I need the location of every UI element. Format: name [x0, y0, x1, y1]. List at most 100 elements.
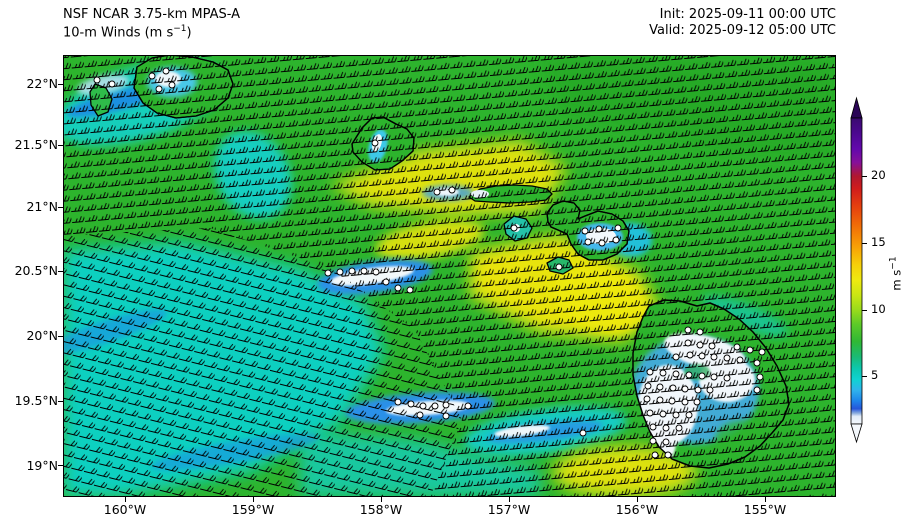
- lat-tick-mark: [58, 84, 63, 85]
- plot-subtitle-superscript: −1: [173, 24, 187, 34]
- calm-wind-circle: [581, 227, 589, 235]
- calm-wind-circle: [108, 80, 116, 88]
- calm-wind-circle: [708, 342, 716, 350]
- calm-wind-circle: [746, 346, 754, 354]
- lat-tick-label: 21.5°N: [14, 137, 58, 152]
- calm-wind-circle: [681, 398, 689, 406]
- calm-wind-circle: [442, 401, 450, 409]
- calm-wind-circle: [685, 411, 693, 419]
- lat-tick-label: 21°N: [26, 199, 58, 214]
- calm-wind-circle: [579, 429, 587, 437]
- lat-tick-mark: [58, 271, 63, 272]
- lon-tick-label: 157°W: [487, 502, 531, 517]
- calm-wind-circle: [419, 402, 427, 410]
- calm-wind-circle: [710, 373, 718, 381]
- calm-circles-layer: [93, 67, 766, 459]
- calm-wind-circle: [706, 386, 714, 394]
- calm-wind-circle: [416, 411, 424, 419]
- colorbar-over-arrow: [850, 96, 863, 119]
- lon-tick-label: 159°W: [231, 502, 275, 517]
- lat-tick-mark: [58, 465, 63, 466]
- colorbar-under-arrow: [850, 423, 863, 444]
- lon-tick-mark: [381, 497, 382, 502]
- calm-wind-circle: [662, 424, 670, 432]
- calm-wind-circle: [431, 402, 439, 410]
- calm-wind-circle: [598, 239, 606, 247]
- lon-tick-label: 155°W: [743, 502, 787, 517]
- calm-wind-circle: [669, 384, 677, 392]
- colorbar-gradient: [850, 117, 863, 425]
- calm-wind-circle: [681, 385, 689, 393]
- calm-wind-circle: [448, 186, 456, 194]
- colorbar-unit-label: m s−1: [889, 252, 904, 296]
- calm-wind-circle: [510, 224, 518, 232]
- calm-wind-circle: [162, 67, 170, 75]
- lat-tick-mark: [58, 145, 63, 146]
- calm-wind-circle: [646, 368, 654, 376]
- calm-wind-circle: [612, 236, 620, 244]
- calm-wind-circle: [672, 353, 680, 361]
- lon-tick-label: 156°W: [615, 502, 659, 517]
- lat-tick-mark: [58, 401, 63, 402]
- calm-wind-circle: [644, 382, 652, 390]
- wind-map: [63, 55, 836, 497]
- colorbar-tick-label: 15: [871, 235, 886, 249]
- calm-wind-circle: [651, 451, 659, 459]
- calm-wind-circle: [348, 267, 356, 275]
- calm-wind-circle: [464, 402, 472, 410]
- colorbar-tick-label: 10: [871, 302, 886, 316]
- calm-wind-circle: [382, 278, 390, 286]
- lon-tick-mark: [765, 497, 766, 502]
- calm-wind-circle: [685, 371, 693, 379]
- lon-tick-label: 160°W: [103, 502, 147, 517]
- lon-tick-mark: [125, 497, 126, 502]
- calm-wind-circle: [698, 372, 706, 380]
- calm-wind-circle: [643, 395, 651, 403]
- calm-wind-circle: [723, 354, 731, 362]
- calm-wind-circle: [753, 359, 761, 367]
- calm-wind-circle: [442, 412, 450, 420]
- plot-subtitle: 10-m Winds (m s−1): [63, 24, 192, 40]
- calm-wind-circle: [93, 76, 101, 84]
- calm-wind-circle: [371, 139, 379, 147]
- calm-wind-circle: [595, 225, 603, 233]
- lat-tick-label: 19.5°N: [14, 393, 58, 408]
- calm-wind-circle: [614, 224, 622, 232]
- calm-wind-circle: [698, 352, 706, 360]
- valid-time: Valid: 2025-09-12 05:00 UTC: [649, 23, 836, 38]
- calm-wind-circle: [394, 284, 402, 292]
- plot-subtitle-close: ): [186, 25, 192, 41]
- calm-wind-circle: [656, 383, 664, 391]
- calm-wind-circle: [753, 386, 761, 394]
- calm-wind-circle: [406, 286, 414, 294]
- calm-wind-circle: [649, 423, 657, 431]
- calm-wind-circle: [394, 398, 402, 406]
- calm-wind-circle: [664, 451, 672, 459]
- calm-wind-circle: [662, 438, 670, 446]
- lon-tick-label: 158°W: [359, 502, 403, 517]
- calm-wind-circle: [659, 369, 667, 377]
- colorbar-tick-mark: [862, 243, 867, 244]
- calm-wind-circle: [758, 348, 766, 356]
- plot-subtitle-text: 10-m Winds (m s: [63, 25, 174, 41]
- plot-title: NSF NCAR 3.75-km MPAS-A: [63, 7, 241, 22]
- map-border: [63, 55, 836, 497]
- calm-wind-circle: [696, 328, 704, 336]
- calm-wind-circle: [686, 351, 694, 359]
- calm-wind-circle: [733, 343, 741, 351]
- calm-wind-circle: [360, 267, 368, 275]
- calm-wind-circle: [656, 396, 664, 404]
- colorbar-tick-mark: [862, 310, 867, 311]
- colorbar-tick-mark: [862, 176, 867, 177]
- calm-wind-circle: [672, 411, 680, 419]
- calm-wind-circle: [372, 268, 380, 276]
- calm-wind-circle: [324, 269, 332, 277]
- lat-tick-label: 22°N: [26, 76, 58, 91]
- colorbar-unit-superscript: −1: [888, 256, 899, 270]
- calm-wind-circle: [555, 263, 563, 271]
- lon-tick-mark: [637, 497, 638, 502]
- map-canvas: [63, 55, 836, 497]
- calm-wind-circle: [736, 356, 744, 364]
- calm-wind-circle: [723, 374, 731, 382]
